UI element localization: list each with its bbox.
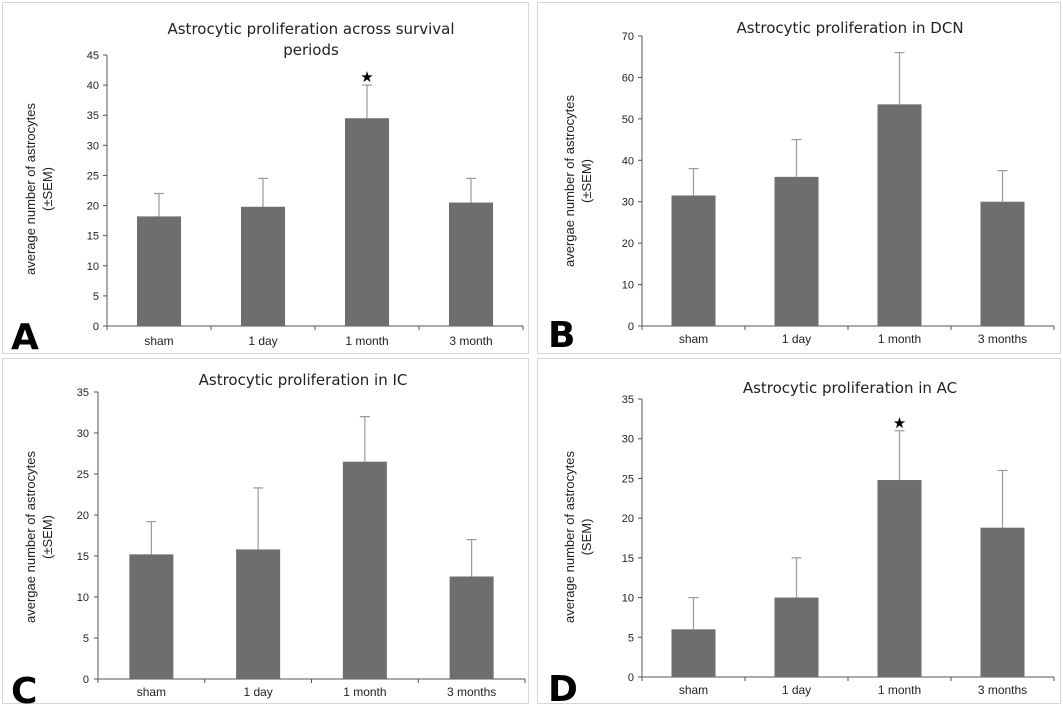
chart-b-category-label: 3 months	[978, 332, 1027, 346]
chart-a-category-label: 3 month	[449, 334, 492, 348]
chart-panel-a: Astrocytic proliferation across survival…	[2, 2, 529, 355]
chart-a-category-label: 1 month	[345, 334, 388, 348]
chart-a-title-line-2: periods	[283, 41, 339, 59]
chart-panel-c: Astrocytic proliferation in IC avergae nu…	[2, 358, 529, 705]
chart-b-ylabel-line-1: avergae number of astrocytes	[562, 95, 577, 267]
chart-c-svg: Astrocytic proliferation in IC avergae nu…	[11, 371, 526, 705]
chart-d-category-label: sham	[679, 683, 708, 697]
chart-d-ylabel: average number of astrocytes (SEM)	[562, 451, 594, 623]
chart-a-ylabel-line-1: average number of astrocytes	[23, 103, 38, 275]
chart-b-category-label: 1 month	[878, 332, 921, 346]
chart-c-ytick-label: 20	[77, 510, 89, 522]
chart-b-ytick-label: 50	[622, 114, 634, 126]
chart-a-svg: Astrocytic proliferation across survival…	[11, 20, 524, 355]
chart-b-ylabel-line-2: (±SEM)	[579, 159, 594, 203]
chart-d-ytick-label: 10	[622, 593, 634, 605]
chart-a-significance-star: ★	[360, 68, 373, 86]
chart-c-category-label: 3 months	[447, 685, 496, 699]
chart-d-ytick-label: 15	[622, 553, 634, 565]
chart-d-ytick-label: 30	[622, 434, 634, 446]
chart-c-bar	[342, 461, 387, 679]
chart-c-ytick-label: 5	[83, 633, 89, 645]
chart-d-ylabel-line-1: average number of astrocytes	[562, 451, 577, 623]
chart-d-category-label: 1 day	[782, 683, 811, 697]
chart-b-ytick-label: 60	[622, 72, 634, 84]
chart-a-ytick-label: 10	[87, 261, 99, 273]
chart-d-ytick-label: 0	[628, 672, 634, 684]
chart-d-bar	[774, 597, 819, 677]
chart-b-ytick-label: 40	[622, 155, 634, 167]
chart-b-panel-letter: B	[548, 315, 575, 355]
chart-c-bar	[449, 576, 494, 679]
chart-d-significance-star: ★	[893, 414, 906, 432]
chart-d-category-label: 3 months	[978, 683, 1027, 697]
chart-c-ytick-label: 15	[77, 551, 89, 563]
chart-a-ylabel-line-2: (±SEM)	[40, 167, 55, 211]
chart-d-panel-letter: D	[548, 669, 578, 705]
chart-a-bar	[345, 118, 389, 326]
chart-b-bar	[877, 104, 922, 326]
chart-b-title: Astrocytic proliferation in DCN	[736, 19, 963, 37]
chart-a-panel-letter: A	[11, 317, 39, 355]
chart-a-ytick-label: 35	[87, 110, 99, 122]
chart-c-ylabel-line-1: avergae number of astrocytes	[23, 451, 38, 623]
chart-d-bar	[980, 527, 1025, 677]
chart-panel-b: Astrocytic proliferation in DCN avergae n…	[537, 2, 1061, 355]
chart-c-title: Astrocytic proliferation in IC	[199, 371, 408, 389]
chart-b-ylabel: avergae number of astrocytes (±SEM)	[562, 95, 594, 267]
chart-a-ytick-label: 40	[87, 80, 99, 92]
chart-a-category-label: sham	[144, 334, 173, 348]
chart-c-ytick-label: 35	[77, 387, 89, 399]
chart-d-ytick-label: 35	[622, 394, 634, 406]
chart-c-category-label: 1 day	[243, 685, 272, 699]
chart-a-ytick-label: 0	[93, 321, 99, 333]
chart-b-bar	[980, 201, 1025, 326]
chart-b-ytick-label: 0	[628, 321, 634, 333]
chart-c-bar	[129, 554, 174, 679]
chart-d-svg: Astrocytic proliferation in AC average nu…	[548, 379, 1055, 705]
chart-a-ylabel: average number of astrocytes (±SEM)	[23, 103, 55, 275]
chart-a-bar	[241, 206, 285, 326]
chart-d-bar	[671, 629, 716, 677]
chart-c-bar	[236, 549, 281, 679]
chart-c-category-label: sham	[137, 685, 166, 699]
chart-c-ytick-label: 10	[77, 592, 89, 604]
chart-a-ytick-label: 15	[87, 231, 99, 243]
chart-d-bar	[877, 480, 922, 677]
chart-b-category-label: sham	[679, 332, 708, 346]
chart-a-bar	[449, 202, 493, 326]
chart-a-ytick-label: 20	[87, 201, 99, 213]
chart-a-ytick-label: 5	[93, 291, 99, 303]
chart-b-bar	[671, 195, 716, 326]
chart-c-ylabel-line-2: (±SEM)	[40, 515, 55, 559]
chart-a-category-label: 1 day	[248, 334, 277, 348]
chart-a-title: Astrocytic proliferation across survival	[167, 20, 454, 38]
chart-b-ytick-label: 30	[622, 197, 634, 209]
chart-b-ytick-label: 10	[622, 280, 634, 292]
chart-d-category-label: 1 month	[878, 683, 921, 697]
chart-c-ytick-label: 25	[77, 469, 89, 481]
chart-c-panel-letter: C	[11, 671, 37, 705]
chart-d-ytick-label: 25	[622, 473, 634, 485]
chart-panel-d: Astrocytic proliferation in AC average nu…	[537, 358, 1061, 705]
chart-c-ylabel: avergae number of astrocytes (±SEM)	[23, 451, 55, 623]
chart-b-ytick-label: 20	[622, 238, 634, 250]
chart-b-category-label: 1 day	[782, 332, 811, 346]
chart-b-svg: Astrocytic proliferation in DCN avergae n…	[548, 19, 1055, 355]
chart-d-ylabel-line-2: (SEM)	[579, 519, 594, 556]
chart-b-bar	[774, 176, 819, 326]
chart-c-ytick-label: 0	[83, 674, 89, 686]
chart-d-title: Astrocytic proliferation in AC	[743, 379, 957, 397]
chart-c-ytick-label: 30	[77, 428, 89, 440]
chart-a-bar	[137, 216, 181, 326]
chart-a-ytick-label: 25	[87, 170, 99, 182]
chart-b-ytick-label: 70	[622, 31, 634, 43]
chart-d-ytick-label: 5	[628, 632, 634, 644]
chart-a-ytick-label: 30	[87, 140, 99, 152]
chart-d-ytick-label: 20	[622, 513, 634, 525]
chart-c-category-label: 1 month	[343, 685, 386, 699]
chart-a-ytick-label: 45	[87, 50, 99, 62]
